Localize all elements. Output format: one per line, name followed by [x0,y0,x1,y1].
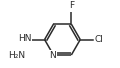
Text: HN: HN [18,34,31,43]
Text: N: N [49,51,56,60]
Text: Cl: Cl [94,35,103,44]
Text: F: F [69,1,74,10]
Text: H₂N: H₂N [8,51,25,60]
